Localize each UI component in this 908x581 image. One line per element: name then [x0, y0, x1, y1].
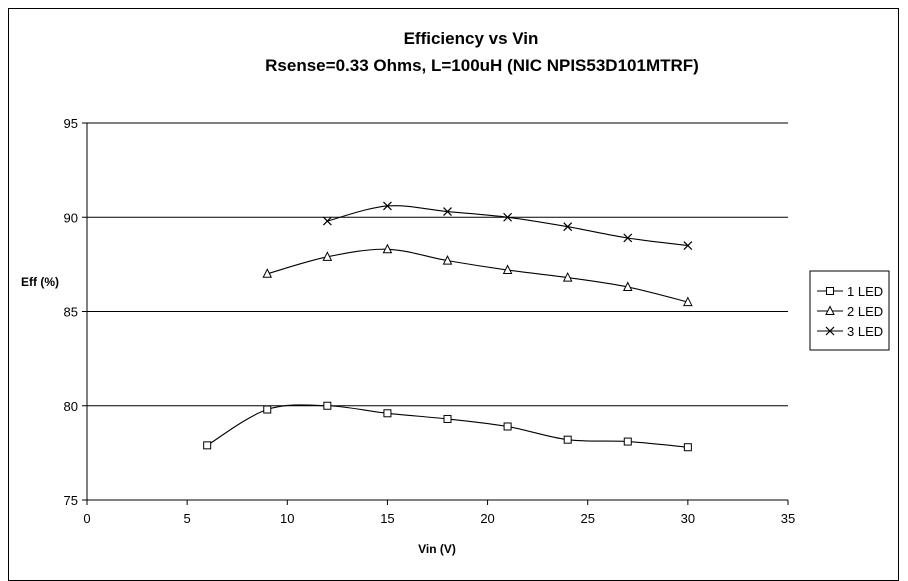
legend-entry-2-led: 2 LED	[817, 304, 883, 319]
point-3-led-24-stroke-b	[563, 222, 573, 232]
series-3-led	[322, 201, 693, 250]
legend-label-1-led: 1 LED	[847, 284, 883, 299]
series-2-led	[262, 243, 693, 307]
y-tick-label-85: 85	[64, 305, 78, 320]
point-1-led-15	[383, 409, 392, 418]
x-tick-label-25: 25	[580, 511, 594, 526]
point-2-led-30	[683, 296, 693, 307]
legend-marker-1-led	[826, 287, 834, 295]
series-line-1-led	[206, 404, 688, 448]
x-axis-label: Vin (V)	[418, 542, 456, 556]
point-3-led-27-stroke-b	[623, 233, 633, 243]
point-3-led-12-stroke-b	[322, 216, 332, 226]
point-3-led-18-stroke-b	[443, 207, 452, 217]
point-1-led-21	[503, 422, 512, 431]
point-1-led-9	[263, 405, 272, 414]
legend-marker-2-led	[825, 305, 835, 315]
y-tick-label-95: 95	[64, 116, 78, 131]
point-3-led-21-stroke-b	[503, 212, 513, 222]
point-3-led-30	[683, 241, 693, 250]
x-tick-label-0: 0	[83, 511, 90, 526]
legend-label-2-led: 2 LED	[847, 304, 883, 319]
axes	[82, 122, 789, 505]
legend: 1 LED 2 LED 3 LED	[809, 270, 890, 351]
point-3-led-27	[623, 233, 633, 243]
point-1-led-18	[443, 414, 452, 423]
point-1-led-6	[203, 441, 212, 450]
point-2-led-15	[382, 243, 393, 254]
x-tick-label-10: 10	[280, 511, 294, 526]
x-tick-label-35: 35	[781, 511, 795, 526]
x-tick-label-20: 20	[480, 511, 494, 526]
point-1-led-30	[683, 443, 692, 452]
x-tick-label-30: 30	[681, 511, 695, 526]
point-3-led-15-stroke-b	[383, 201, 392, 211]
gridlines	[87, 122, 788, 407]
legend-marker-3-led-stroke-b	[825, 326, 835, 336]
point-2-led-21	[502, 264, 513, 275]
point-3-led-12	[322, 216, 332, 226]
chart-title: Efficiency vs Vin	[404, 29, 539, 48]
chart-subtitle: Rsense=0.33 Ohms, L=100uH (NIC NPIS53D10…	[265, 56, 699, 75]
point-3-led-24	[563, 222, 573, 232]
point-3-led-30-stroke-b	[683, 241, 693, 250]
legend-label-3-led: 3 LED	[847, 324, 883, 339]
legend-marker-3-led	[825, 326, 835, 336]
x-tick-label-5: 5	[184, 511, 191, 526]
tick-labels: 75 80 85 90 95 0 5 10 15 20 25 30 35	[64, 116, 796, 526]
series-line-2-led	[267, 248, 688, 303]
x-tick-label-15: 15	[380, 511, 394, 526]
point-2-led-18	[442, 254, 453, 265]
chart-frame	[8, 8, 899, 581]
series-line-3-led	[327, 205, 688, 247]
series-1-led	[203, 401, 692, 452]
legend-entry-3-led: 3 LED	[817, 324, 883, 339]
point-2-led-12	[322, 251, 333, 261]
point-3-led-18	[443, 207, 452, 217]
point-3-led-15	[383, 201, 392, 211]
point-1-led-27	[623, 437, 632, 446]
point-2-led-9	[262, 268, 273, 278]
y-tick-label-80: 80	[64, 399, 78, 414]
point-2-led-27	[622, 281, 633, 291]
y-tick-label-75: 75	[64, 493, 78, 508]
series-layer	[203, 201, 693, 452]
point-1-led-24	[563, 435, 572, 444]
point-2-led-24	[562, 271, 573, 282]
point-1-led-12	[323, 401, 332, 410]
point-3-led-21	[503, 212, 513, 222]
y-axis-label: Eff (%)	[21, 275, 59, 289]
y-tick-label-90: 90	[64, 210, 78, 225]
legend-entry-1-led: 1 LED	[817, 284, 883, 299]
